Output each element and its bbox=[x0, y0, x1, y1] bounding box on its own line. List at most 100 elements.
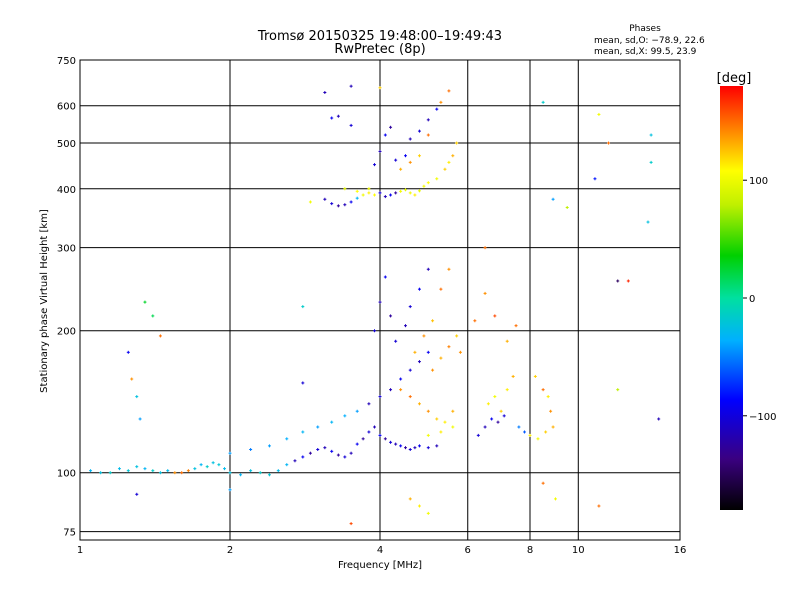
scatter-point-28 bbox=[308, 451, 312, 455]
scatter-point-75 bbox=[399, 388, 403, 392]
scatter-point-46 bbox=[413, 446, 417, 450]
scatter-point-154 bbox=[408, 137, 412, 141]
scatter-point-87 bbox=[431, 319, 435, 323]
scatter-point-191 bbox=[126, 350, 130, 354]
scatter-point-77 bbox=[417, 402, 421, 406]
scatter-point-170 bbox=[607, 141, 611, 145]
scatter-point-81 bbox=[451, 425, 455, 429]
scatter-point-64 bbox=[417, 360, 421, 364]
scatter-point-74 bbox=[426, 267, 430, 271]
scatter-point-17 bbox=[217, 463, 221, 467]
scatter-point-94 bbox=[458, 350, 462, 354]
scatter-point-102 bbox=[499, 409, 503, 413]
scatter-point-76 bbox=[408, 395, 412, 399]
scatter-point-121 bbox=[330, 202, 334, 206]
scatter-point-49 bbox=[435, 444, 439, 448]
scatter-point-134 bbox=[403, 188, 407, 192]
scatter-point-101 bbox=[493, 395, 497, 399]
scatter-point-27 bbox=[301, 455, 305, 459]
scatter-point-20 bbox=[239, 473, 243, 477]
scatter-point-37 bbox=[367, 430, 371, 434]
scatter-point-44 bbox=[403, 446, 407, 450]
scatter-point-171 bbox=[649, 133, 653, 137]
scatter-point-129 bbox=[378, 191, 382, 195]
scatter-point-124 bbox=[349, 200, 353, 204]
scatter-point-63 bbox=[408, 368, 412, 372]
scatter-point-51 bbox=[249, 447, 253, 451]
y-axis-label: Stationary phase Virtual Height [km] bbox=[39, 209, 50, 393]
scatter-point-23 bbox=[267, 473, 271, 477]
scatter-point-92 bbox=[447, 345, 451, 349]
scatter-point-0 bbox=[89, 469, 93, 473]
scatter-point-58 bbox=[355, 409, 359, 413]
scatter-point-147 bbox=[343, 187, 347, 191]
scatter-point-156 bbox=[426, 118, 430, 122]
scatter-point-97 bbox=[490, 417, 494, 421]
scatter-point-122 bbox=[336, 204, 340, 208]
colorbar-tick-label-2: −100 bbox=[749, 412, 776, 423]
scatter-point-128 bbox=[373, 193, 377, 197]
scatter-point-188 bbox=[143, 300, 147, 304]
y-tick-label-750: 750 bbox=[57, 56, 76, 67]
scatter-point-162 bbox=[439, 100, 443, 104]
scatter-point-153 bbox=[403, 154, 407, 158]
scatter-point-140 bbox=[435, 177, 439, 181]
scatter-point-83 bbox=[439, 430, 443, 434]
colorbar-label: [deg] bbox=[717, 71, 752, 86]
scatter-point-138 bbox=[422, 184, 426, 188]
scatter-point-54 bbox=[301, 430, 305, 434]
scatter-point-178 bbox=[626, 279, 630, 283]
scatter-point-152 bbox=[394, 158, 398, 162]
scatter-point-59 bbox=[367, 402, 371, 406]
plot-border bbox=[79, 59, 681, 541]
scatter-point-80 bbox=[443, 420, 447, 424]
scatter-point-167 bbox=[378, 86, 382, 90]
scatter-point-62 bbox=[399, 377, 403, 381]
scatter-point-143 bbox=[455, 141, 459, 145]
scatter-point-89 bbox=[447, 267, 451, 271]
scatter-point-166 bbox=[447, 89, 451, 93]
scatter-point-57 bbox=[343, 414, 347, 418]
scatter-point-32 bbox=[336, 453, 340, 457]
scatter-point-184 bbox=[417, 504, 421, 508]
scatter-point-165 bbox=[349, 123, 353, 127]
scatter-point-91 bbox=[439, 356, 443, 360]
scatter-point-161 bbox=[426, 133, 430, 137]
scatter-points bbox=[89, 84, 661, 526]
scatter-point-61 bbox=[389, 388, 393, 392]
scatter-point-79 bbox=[435, 417, 439, 421]
plot-frame bbox=[79, 59, 681, 541]
scatter-point-98 bbox=[496, 420, 500, 424]
scatter-point-36 bbox=[361, 437, 365, 441]
scatter-point-42 bbox=[394, 442, 398, 446]
x-tick-label-6: 6 bbox=[465, 545, 471, 556]
scatter-point-66 bbox=[373, 329, 377, 333]
scatter-point-193 bbox=[135, 395, 139, 399]
scatter-point-107 bbox=[528, 433, 532, 437]
scatter-point-145 bbox=[367, 187, 371, 191]
scatter-point-146 bbox=[355, 189, 359, 193]
colorbar bbox=[720, 86, 743, 510]
scatter-point-116 bbox=[483, 291, 487, 295]
scatter-point-38 bbox=[373, 425, 377, 429]
scatter-point-136 bbox=[413, 193, 417, 197]
scatter-point-2 bbox=[108, 471, 112, 475]
scatter-point-117 bbox=[493, 314, 497, 318]
y-tick-label-100: 100 bbox=[57, 469, 76, 480]
scatter-point-47 bbox=[417, 444, 421, 448]
scatter-point-201 bbox=[308, 200, 312, 204]
scatter-point-88 bbox=[439, 287, 443, 291]
scatter-point-135 bbox=[408, 191, 412, 195]
scatter-point-158 bbox=[399, 167, 403, 171]
scatter-point-103 bbox=[505, 388, 509, 392]
scatter-point-78 bbox=[426, 409, 430, 413]
scatter-point-182 bbox=[553, 497, 557, 501]
scatter-point-183 bbox=[541, 481, 545, 485]
scatter-point-5 bbox=[135, 465, 139, 469]
scatter-point-198 bbox=[323, 90, 327, 94]
scatter-point-111 bbox=[549, 409, 553, 413]
scatter-point-11 bbox=[180, 471, 184, 475]
y-tick-label-400: 400 bbox=[57, 185, 76, 196]
scatter-point-82 bbox=[426, 433, 430, 437]
